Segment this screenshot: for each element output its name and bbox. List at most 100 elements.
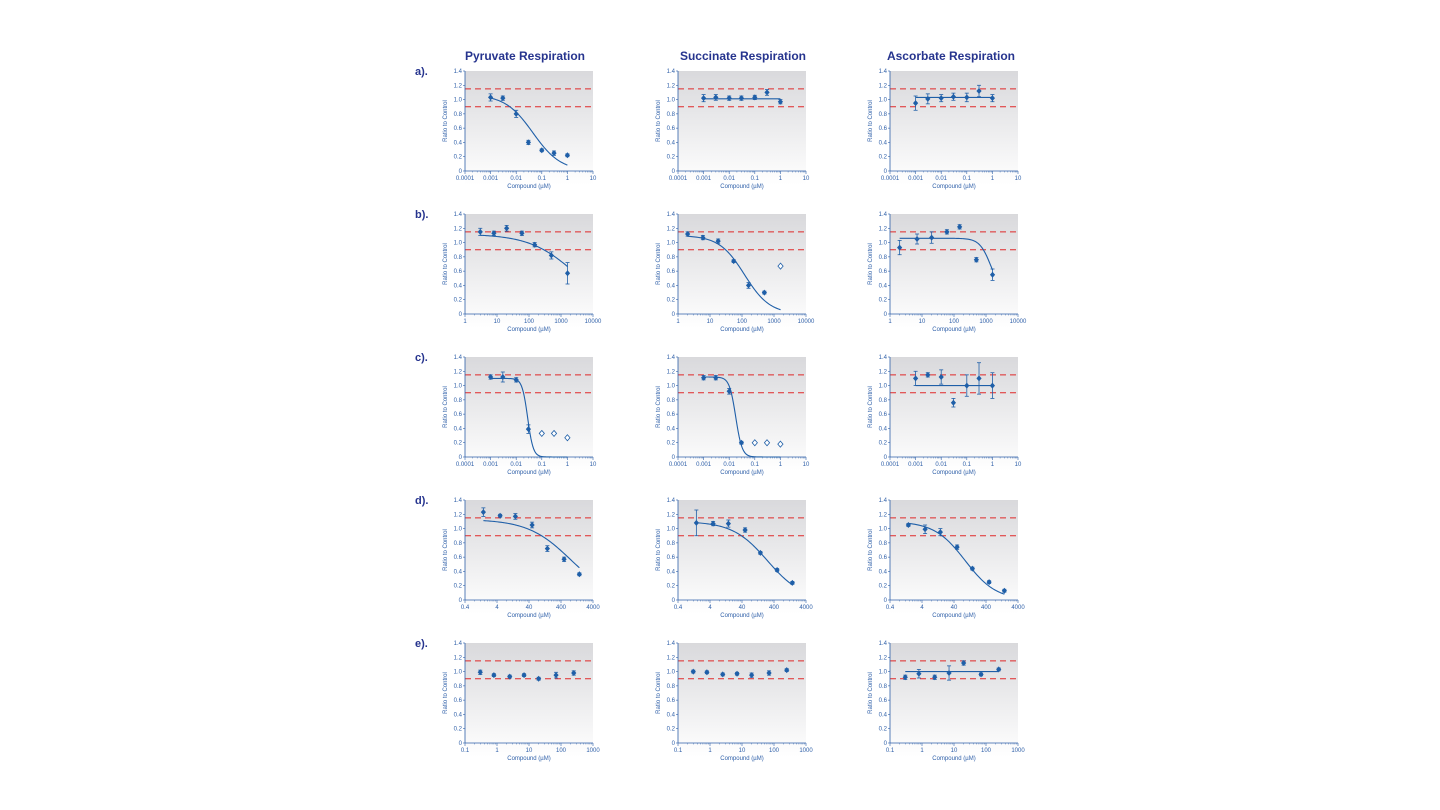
x-tick-label: 0.001 [908, 462, 924, 468]
x-tick-label: 0.0001 [456, 176, 475, 182]
data-point [757, 549, 763, 556]
data-point [700, 234, 706, 241]
x-tick-label: 40 [526, 605, 533, 611]
y-tick-label: 0 [459, 455, 463, 461]
data-point [532, 241, 538, 248]
y-tick-label: 0.6 [454, 698, 463, 704]
chart-panel: 0 0.2 0.4 0.6 0.8 1.0 1.2 1.4 0.1 1 10 100 1000 Compo… [656, 641, 813, 762]
y-tick-label: 0.4 [454, 426, 463, 432]
x-tick-label: 4 [708, 605, 712, 611]
data-point [507, 673, 513, 680]
data-point [964, 382, 970, 389]
data-point [513, 110, 519, 117]
y-tick-label: 0.4 [879, 140, 888, 146]
y-tick-label: 0.4 [454, 569, 463, 575]
data-point [905, 522, 911, 528]
chart-panel: 0 0.2 0.4 0.6 0.8 1.0 1.2 1.4 1 10 100 1000 10000 Com… [656, 212, 815, 333]
x-tick-label: 0.1 [751, 176, 760, 182]
plot-area [890, 214, 1018, 328]
data-point [749, 672, 755, 679]
y-tick-label: 0.4 [879, 283, 888, 289]
data-point [690, 668, 696, 675]
data-point [925, 95, 931, 102]
y-tick-label: 1.2 [879, 655, 888, 661]
y-tick-label: 0.8 [667, 112, 676, 118]
x-axis-label: Compound (µM) [720, 756, 763, 762]
data-point [996, 666, 1002, 673]
y-tick-label: 0 [672, 741, 676, 747]
y-tick-label: 0.6 [667, 698, 676, 704]
open-data-point [538, 429, 545, 438]
y-tick-label: 0.4 [667, 426, 676, 432]
y-tick-label: 0.6 [667, 555, 676, 561]
x-tick-label: 0.4 [461, 605, 470, 611]
x-tick-label: 4000 [1011, 605, 1025, 611]
data-point [713, 94, 719, 101]
plot-area [465, 500, 593, 614]
x-tick-label: 10 [803, 176, 810, 182]
y-tick-label: 0.4 [667, 140, 676, 146]
x-tick-label: 1000 [554, 319, 568, 325]
y-axis-label: Ratio to Control [656, 529, 662, 571]
y-tick-label: 0 [672, 598, 676, 604]
x-axis-label: Compound (µM) [932, 327, 975, 333]
data-point [519, 230, 525, 237]
chart-panel: 0 0.2 0.4 0.6 0.8 1.0 1.2 1.4 0.1 1 10 100 1000 Compo… [868, 641, 1025, 762]
x-tick-label: 0.1 [751, 462, 760, 468]
y-tick-label: 0 [884, 169, 888, 175]
x-tick-label: 0.001 [696, 462, 712, 468]
y-tick-label: 1.4 [879, 69, 888, 75]
y-tick-label: 0.2 [667, 727, 676, 733]
y-axis-label: Ratio to Control [868, 100, 874, 142]
y-tick-label: 1.0 [879, 241, 888, 247]
data-point [913, 100, 919, 107]
data-point [774, 567, 780, 573]
data-point [913, 375, 919, 382]
column-title: Pyruvate Respiration [465, 49, 585, 63]
data-point [938, 374, 944, 380]
y-tick-label: 1.4 [454, 641, 463, 647]
y-tick-label: 1.0 [454, 384, 463, 390]
data-point [784, 667, 790, 674]
plot-area [465, 643, 593, 757]
data-point [929, 234, 935, 241]
y-tick-label: 0.6 [454, 555, 463, 561]
data-point [725, 520, 731, 527]
y-tick-label: 1.4 [454, 212, 463, 218]
data-point [742, 527, 748, 533]
x-tick-label: 400 [981, 605, 992, 611]
data-point [525, 426, 532, 433]
chart-panel: 0 0.2 0.4 0.6 0.8 1.0 1.2 1.4 0.0001 0.001 0.01 0.1… [443, 69, 597, 190]
open-data-point [751, 439, 758, 447]
row-label: a). [415, 66, 428, 78]
y-tick-label: 1.4 [454, 69, 463, 75]
y-tick-label: 0.6 [454, 126, 463, 132]
y-tick-label: 1.2 [667, 83, 676, 89]
data-point [521, 672, 527, 679]
y-tick-label: 0.6 [879, 269, 888, 275]
y-axis-label: Ratio to Control [868, 529, 874, 571]
data-point [701, 374, 707, 381]
data-point [916, 670, 922, 677]
y-tick-label: 0.8 [667, 541, 676, 547]
x-tick-label: 400 [556, 605, 567, 611]
x-axis-label: Compound (µM) [720, 613, 763, 619]
y-tick-label: 1.2 [879, 512, 888, 518]
y-tick-label: 0.2 [879, 155, 888, 161]
y-tick-label: 0 [884, 741, 888, 747]
x-tick-label: 40 [951, 605, 958, 611]
data-point [713, 374, 719, 381]
y-tick-label: 1.2 [454, 226, 463, 232]
y-tick-label: 1.0 [454, 241, 463, 247]
row-label: d). [415, 495, 428, 507]
chart-panel: 0 0.2 0.4 0.6 0.8 1.0 1.2 1.4 0.1 1 10 100 1000 Compo… [443, 641, 600, 762]
data-point [731, 258, 737, 265]
x-tick-label: 10 [590, 176, 597, 182]
x-axis-label: Compound (µM) [932, 613, 975, 619]
data-point [937, 529, 943, 536]
x-tick-label: 10000 [798, 319, 815, 325]
y-tick-label: 0.2 [667, 441, 676, 447]
y-tick-label: 0.8 [454, 112, 463, 118]
x-tick-label: 40 [739, 605, 746, 611]
